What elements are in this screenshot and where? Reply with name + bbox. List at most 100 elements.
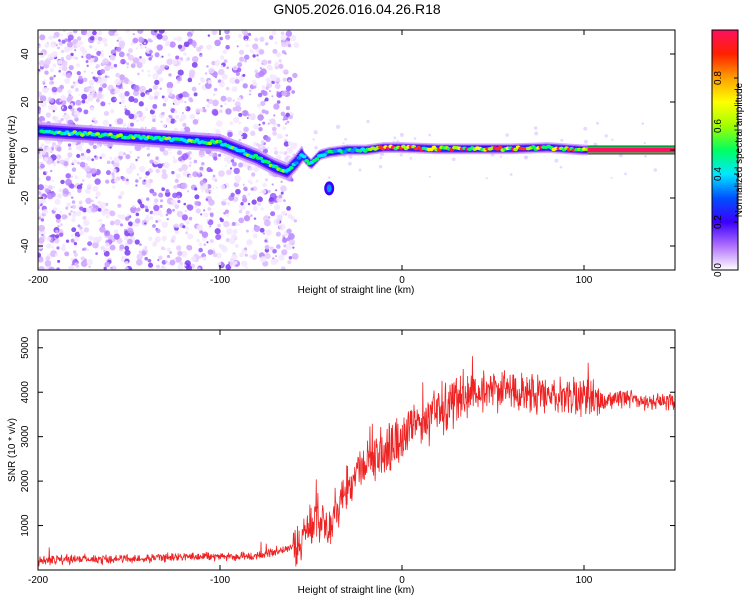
spectrogram-noise-cell: [274, 61, 279, 65]
spectrogram-noise-cell: [140, 92, 146, 98]
spectrogram-noise-cell: [59, 99, 62, 102]
spectrogram-noise-cell: [186, 204, 194, 211]
spectrogram-noise-cell: [116, 46, 122, 52]
spectrogram-noise-cell: [112, 185, 116, 189]
spectrogram-noise-cell: [188, 97, 193, 102]
spectrogram-noise-cell: [68, 105, 73, 110]
spectrogram-noise-cell: [230, 159, 235, 163]
spectrogram-noise-cell: [75, 99, 82, 106]
spectrogram-noise-cell: [244, 59, 247, 63]
spectrogram-noise-cell: [89, 35, 95, 41]
spectrogram-noise-cell: [92, 185, 99, 192]
spectrogram-noise-cell: [252, 51, 255, 54]
spectrogram-flat-core: [587, 147, 675, 153]
spectrogram-noise-cell: [76, 36, 82, 41]
spectrogram-noise-cell: [206, 241, 209, 244]
spectrogram-noise-cell: [177, 231, 180, 234]
spectrogram-noise-cell: [273, 146, 278, 151]
spectrogram-noise-cell: [168, 73, 172, 77]
spectrogram-noise-cell: [81, 93, 88, 100]
spectrogram-noise-cell: [147, 152, 151, 156]
spectrogram-noise-cell: [71, 217, 76, 223]
spectrogram-noise-cell: [113, 87, 120, 94]
spectrogram-noise-cell: [250, 130, 256, 136]
spectrogram-noise-cell: [232, 161, 237, 167]
spectrogram-noise-cell: [259, 191, 262, 194]
spectrogram-noise-cell: [200, 174, 203, 177]
spectrogram-noise-cell: [89, 45, 93, 49]
spectrogram-noise-cell: [238, 223, 241, 226]
spectrogram-noise-cell: [132, 57, 140, 64]
spectrogram-noise-cell: [68, 212, 72, 216]
spectrogram-noise-cell: [108, 30, 116, 37]
spectrogram-noise-cell: [82, 215, 87, 220]
snr-y-tick-label: 2000: [20, 470, 31, 493]
spectrogram-noise-cell: [234, 79, 240, 84]
spectrogram-x-tick-label: -200: [28, 275, 48, 286]
spectrogram-noise-cell: [171, 58, 178, 65]
spectrogram-noise-cell: [130, 63, 136, 69]
spectrogram-noise-cell: [245, 188, 248, 191]
spectrogram-noise-cell: [245, 210, 250, 215]
spectrogram-noise-cell: [106, 160, 111, 165]
spectrogram-noise-cell: [49, 68, 54, 73]
spectrogram-ridge-core: [240, 148, 246, 153]
spectrogram-noise-cell: [248, 254, 253, 259]
spectrogram-noise-cell: [80, 30, 88, 36]
spectrogram-noise-cell: [290, 215, 295, 221]
spectrogram-noise-cell: [99, 84, 103, 87]
spectrogram-noise-cell: [161, 169, 167, 174]
spectrogram-noise-cell: [610, 176, 613, 179]
spectrogram-noise-cell: [611, 138, 614, 141]
spectrogram-noise-cell: [92, 144, 97, 150]
spectrogram-noise-cell: [59, 66, 63, 70]
spectrogram-noise-cell: [120, 191, 125, 196]
spectrogram-noise-cell: [281, 249, 288, 256]
spectrogram-noise-cell: [162, 150, 169, 156]
spectrogram-noise-cell: [149, 210, 154, 215]
spectrogram-noise-cell: [57, 59, 63, 65]
spectrogram-noise-cell: [88, 265, 91, 268]
spectrogram-noise-cell: [84, 165, 91, 172]
spectrogram-noise-cell: [204, 72, 208, 75]
spectrogram-noise-cell: [128, 113, 135, 120]
spectrogram-noise-cell: [109, 54, 116, 61]
spectrogram-noise-cell: [67, 156, 71, 160]
spectrogram-noise-cell: [134, 239, 140, 245]
spectrogram-noise-cell: [393, 136, 397, 140]
spectrogram-noise-cell: [100, 153, 106, 158]
spectrogram-noise-cell: [267, 122, 270, 125]
spectrogram-noise-cell: [258, 123, 261, 126]
spectrogram-x-tick-label: 100: [576, 275, 593, 286]
spectrogram-noise-cell: [198, 243, 202, 247]
spectrogram-noise-cell: [183, 202, 187, 206]
spectrogram-noise-cell: [100, 68, 106, 74]
spectrogram-noise-cell: [74, 87, 79, 92]
spectrogram-noise-cell: [213, 93, 216, 96]
spectrogram-noise-cell: [39, 34, 46, 41]
spectrogram-noise-cell: [159, 87, 162, 90]
spectrogram-noise-cell: [119, 74, 125, 80]
spectrogram-noise-cell: [55, 213, 62, 220]
spectrogram-noise-cell: [280, 111, 286, 117]
spectrogram-noise-cell: [125, 216, 130, 221]
spectrogram-noise-cell: [219, 81, 225, 88]
spectrogram-noise-cell: [116, 118, 124, 125]
spectrogram-noise-cell: [146, 146, 150, 151]
spectrogram-noise-cell: [74, 49, 77, 52]
spectrogram-noise-cell: [102, 58, 109, 65]
spectrogram-noise-cell: [116, 33, 119, 37]
spectrogram-noise-cell: [251, 172, 256, 177]
spectrogram-noise-cell: [56, 267, 60, 270]
spectrogram-noise-cell: [95, 196, 98, 199]
spectrogram-noise-cell: [239, 203, 246, 211]
spectrogram-noise-cell: [174, 110, 178, 114]
spectrogram-noise-cell: [65, 54, 72, 61]
spectrogram-noise-cell: [152, 104, 158, 109]
spectrogram-noise-cell: [258, 49, 265, 55]
spectrogram-noise-cell: [90, 207, 97, 213]
spectrogram-noise-cell: [109, 244, 116, 251]
spectrogram-noise-cell: [163, 161, 170, 169]
spectrogram-noise-cell: [148, 95, 154, 101]
